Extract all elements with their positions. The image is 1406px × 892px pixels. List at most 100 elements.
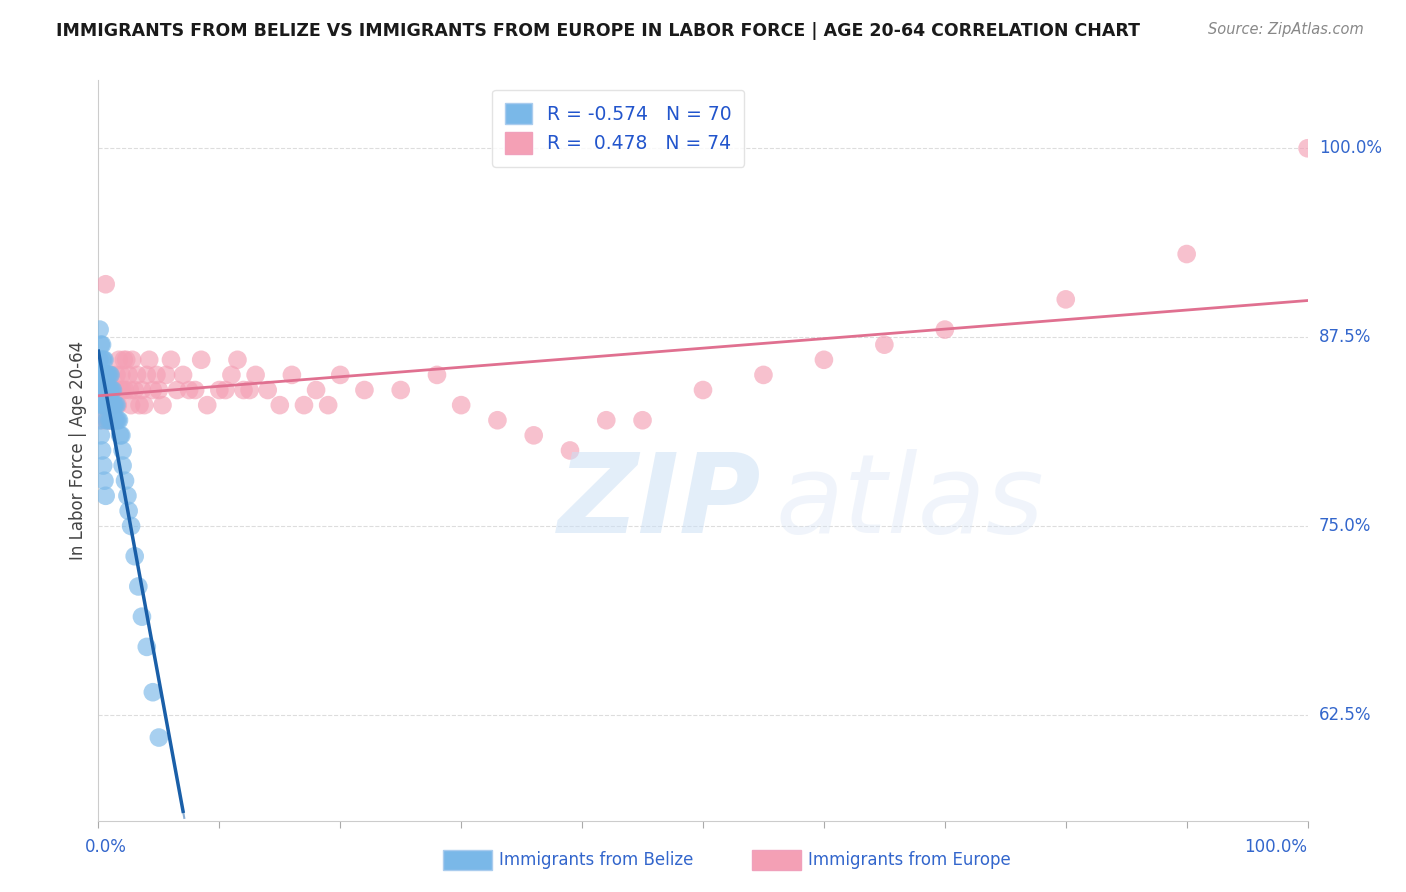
Point <box>124 383 146 397</box>
Point <box>111 443 134 458</box>
Point <box>100 368 122 382</box>
Point <box>120 519 142 533</box>
Point <box>90 428 112 442</box>
Point <box>100 413 122 427</box>
Point <box>104 383 127 397</box>
Point <box>101 398 124 412</box>
Point <box>100 383 122 397</box>
Point <box>105 413 128 427</box>
Point <box>281 368 304 382</box>
Point <box>98 413 121 427</box>
Point <box>90 337 112 351</box>
Point <box>128 398 150 412</box>
Point <box>97 398 120 412</box>
Legend: R = -0.574   N = 70, R =  0.478   N = 74: R = -0.574 N = 70, R = 0.478 N = 74 <box>492 90 744 167</box>
Point <box>112 352 135 367</box>
Text: 100.0%: 100.0% <box>1244 838 1308 855</box>
Point <box>214 383 236 397</box>
Point <box>172 368 194 382</box>
Point <box>97 383 120 397</box>
Text: 87.5%: 87.5% <box>1319 328 1371 346</box>
Point <box>177 383 201 397</box>
Point <box>118 368 141 382</box>
Point <box>134 398 156 412</box>
Point <box>91 398 114 412</box>
Point <box>104 413 127 427</box>
Point <box>120 398 142 412</box>
Point <box>155 368 177 382</box>
Point <box>100 398 122 412</box>
Point <box>108 352 131 367</box>
Point <box>108 428 131 442</box>
Point <box>90 383 112 397</box>
Point <box>195 398 218 412</box>
Point <box>239 383 262 397</box>
Point <box>389 383 412 397</box>
Point <box>117 489 139 503</box>
Point <box>91 337 114 351</box>
Point <box>107 413 129 427</box>
Point <box>1296 141 1319 155</box>
Point <box>813 352 835 367</box>
Point <box>100 398 122 412</box>
Point <box>91 368 114 382</box>
Point <box>91 383 114 397</box>
Point <box>91 413 114 427</box>
Point <box>111 458 134 473</box>
Point <box>107 398 129 412</box>
Point <box>93 383 115 397</box>
Point <box>93 383 115 397</box>
Point <box>108 413 131 427</box>
Point <box>96 413 118 427</box>
Text: 62.5%: 62.5% <box>1319 706 1371 724</box>
Text: Immigrants from Belize: Immigrants from Belize <box>499 851 693 869</box>
Point <box>96 398 118 412</box>
Point <box>104 398 127 412</box>
Point <box>94 277 117 292</box>
Point <box>316 398 339 412</box>
Point <box>486 413 509 427</box>
Point <box>91 368 114 382</box>
Point <box>96 413 118 427</box>
Point <box>98 368 121 382</box>
Point <box>91 352 114 367</box>
Point <box>256 383 278 397</box>
Point <box>114 383 136 397</box>
Point <box>91 458 114 473</box>
Point <box>91 443 114 458</box>
Point <box>93 398 115 412</box>
Point <box>305 383 328 397</box>
Point <box>752 368 775 382</box>
Point <box>94 368 117 382</box>
Point <box>101 383 124 397</box>
Point <box>111 383 134 397</box>
Point <box>100 413 122 427</box>
Point <box>160 352 183 367</box>
Y-axis label: In Labor Force | Age 20-64: In Labor Force | Age 20-64 <box>69 341 87 560</box>
Point <box>89 413 111 427</box>
Point <box>98 413 121 427</box>
Point <box>329 368 352 382</box>
Point <box>226 352 249 367</box>
Point <box>269 398 291 412</box>
Point <box>232 383 254 397</box>
Point <box>98 383 121 397</box>
Point <box>110 428 132 442</box>
Point <box>245 368 267 382</box>
Point <box>166 383 188 397</box>
Text: Source: ZipAtlas.com: Source: ZipAtlas.com <box>1208 22 1364 37</box>
Point <box>91 352 114 367</box>
Point <box>97 383 120 397</box>
Point <box>1054 293 1077 307</box>
Point <box>89 322 111 336</box>
Point <box>135 368 157 382</box>
Point <box>94 383 117 397</box>
Point <box>450 398 472 412</box>
Point <box>100 368 122 382</box>
Point <box>93 474 115 488</box>
Text: ZIP: ZIP <box>558 449 762 556</box>
Point <box>152 398 174 412</box>
Point <box>103 413 125 427</box>
Point <box>100 383 122 397</box>
Point <box>184 383 207 397</box>
